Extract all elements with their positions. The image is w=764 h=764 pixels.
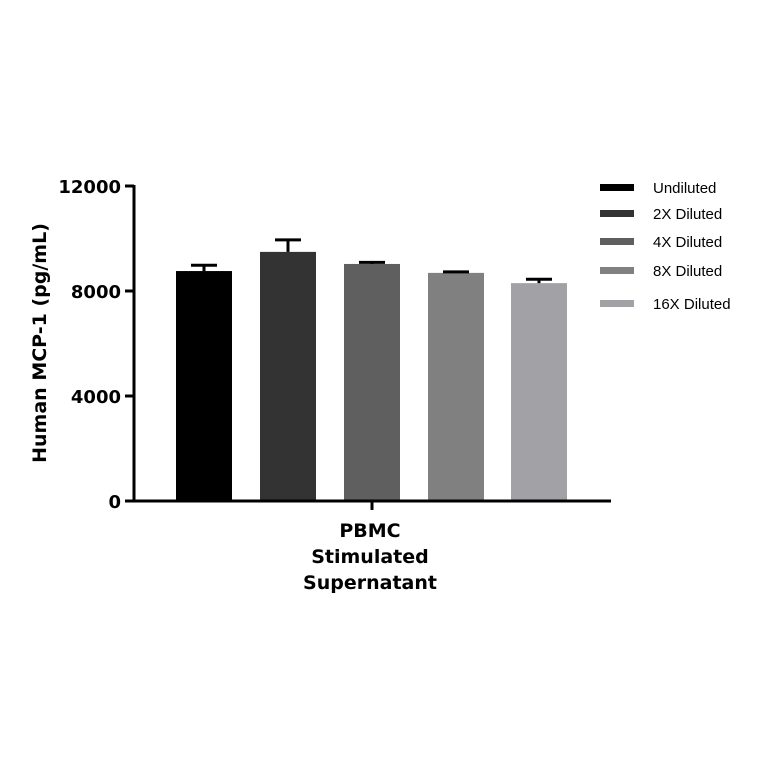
bars-group — [176, 238, 567, 501]
legend-label: Undiluted — [653, 180, 716, 197]
bar-2x-diluted — [260, 251, 316, 501]
bar-4x-diluted — [344, 263, 400, 501]
legend-label: 2X Diluted — [653, 206, 722, 223]
x-category-label: Supernatant — [303, 572, 437, 594]
y-axis-title: Human MCP-1 (pg/mL) — [29, 223, 51, 463]
legend-label: 4X Diluted — [653, 234, 722, 251]
bar-16x-diluted — [511, 283, 567, 501]
axes-group: 0 4000 8000 12000 PBMC Stimulated Supernatant H… — [29, 177, 611, 594]
y-tick-label: 8000 — [71, 282, 121, 303]
x-category-label: PBMC — [339, 520, 400, 542]
y-tick-label: 4000 — [71, 387, 121, 408]
legend-swatch — [600, 300, 634, 307]
legend: Undiluted 2X Diluted 4X Diluted 8X Diluted 1… — [600, 180, 731, 313]
legend-swatch — [600, 210, 634, 217]
legend-swatch — [600, 184, 634, 191]
legend-swatch — [600, 267, 634, 274]
bar-8x-diluted — [428, 272, 484, 501]
bar-undiluted — [176, 271, 232, 501]
y-tick-label: 12000 — [58, 177, 121, 198]
legend-label: 16X Diluted — [653, 296, 731, 313]
y-tick-label: 0 — [108, 492, 121, 513]
x-category-label: Stimulated — [311, 546, 429, 568]
legend-swatch — [600, 238, 634, 245]
legend-label: 8X Diluted — [653, 263, 722, 280]
